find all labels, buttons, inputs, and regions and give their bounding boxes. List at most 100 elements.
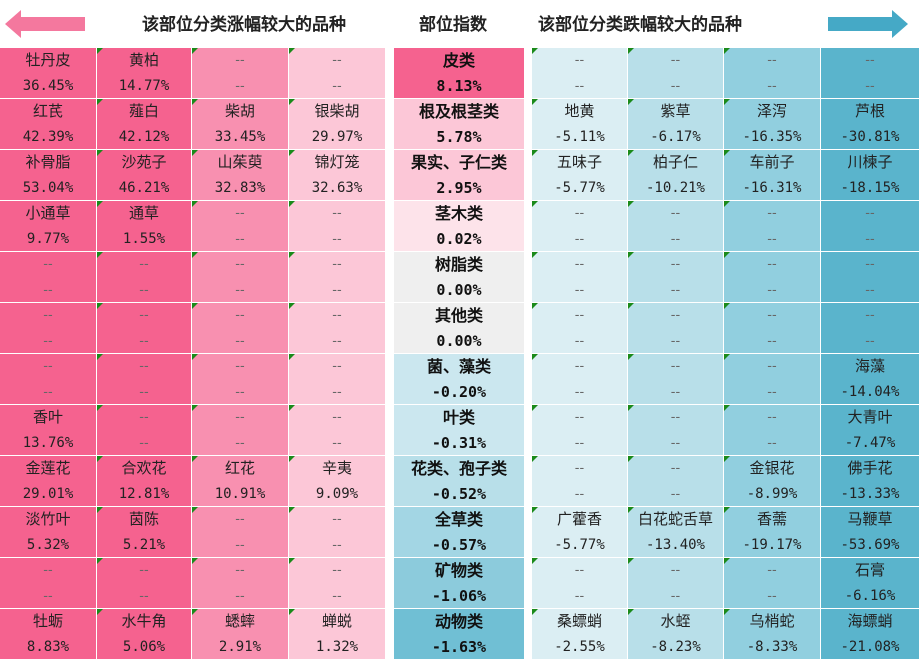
fall-item-name: -- xyxy=(767,206,777,221)
index-cell: 矿物类 -1.06% xyxy=(394,558,524,609)
rise-item-name: -- xyxy=(332,53,342,68)
category-index: 0.00% xyxy=(436,331,482,350)
rise-item-cell: 小通草 9.77% xyxy=(0,201,96,252)
table-row: 金莲花 29.01% 合欢花 12.81% 红花 10.91% 辛夷 9.09% 花类、孢子类 -… xyxy=(0,456,919,507)
rise-item-name: -- xyxy=(332,512,342,527)
fall-item-cell: -- -- xyxy=(532,48,627,99)
fall-item-name: 车前子 xyxy=(749,153,795,171)
rise-item-cell: -- -- xyxy=(192,354,288,405)
fall-item-pct: -- xyxy=(574,486,585,502)
fall-item-name: -- xyxy=(574,308,585,323)
rise-item-name: 山茱萸 xyxy=(217,153,263,171)
fall-item-pct: -- xyxy=(574,333,585,349)
comment-marker-icon xyxy=(628,405,634,411)
fall-item-name: 水蛭 xyxy=(660,612,691,630)
rise-item-name: -- xyxy=(332,410,342,425)
fall-item-cell: 大青叶 -7.47% xyxy=(821,405,919,456)
comment-marker-icon xyxy=(532,558,538,564)
comment-marker-icon xyxy=(628,456,634,462)
table-row: 补骨脂 53.04% 沙苑子 46.21% 山茱萸 32.83% 锦灯笼 32.63% 果实、子… xyxy=(0,150,919,201)
rise-item-pct: 1.55% xyxy=(122,230,166,247)
fall-item-name: -- xyxy=(574,257,585,272)
rise-item-name: 蟋蟀 xyxy=(224,612,255,630)
rise-item-name: 辛夷 xyxy=(321,459,352,477)
comment-marker-icon xyxy=(628,201,634,207)
category-index: 2.95% xyxy=(436,178,482,197)
fall-item-cell: 桑螵蛸 -2.55% xyxy=(532,609,627,660)
rise-item-pct: 5.21% xyxy=(122,536,166,553)
rise-item-cell: 柴胡 33.45% xyxy=(192,99,288,150)
comment-marker-icon xyxy=(628,303,634,309)
fall-item-pct: -14.04% xyxy=(840,383,900,400)
rise-item-pct: -- xyxy=(332,588,342,604)
rise-item-name: 黄柏 xyxy=(128,51,159,69)
fall-item-pct: -- xyxy=(670,384,681,400)
comment-marker-icon xyxy=(97,354,103,360)
rise-item-cell: -- -- xyxy=(192,558,288,609)
rise-item-pct: -- xyxy=(332,537,342,553)
comment-marker-icon xyxy=(724,48,730,54)
fall-item-pct: -16.35% xyxy=(742,128,802,145)
index-cell: 其他类 0.00% xyxy=(394,303,524,354)
fall-item-name: 海螵蛸 xyxy=(847,612,893,630)
rise-item-pct: -- xyxy=(43,384,53,400)
fall-item-cell: 乌梢蛇 -8.33% xyxy=(724,609,820,660)
fall-item-pct: -5.77% xyxy=(554,179,605,196)
rise-item-cell: -- -- xyxy=(289,252,385,303)
fall-item-pct: -5.11% xyxy=(554,128,605,145)
rise-item-name: -- xyxy=(43,359,53,374)
rise-item-cell: -- -- xyxy=(192,48,288,99)
comment-marker-icon xyxy=(97,405,103,411)
comment-marker-icon xyxy=(289,99,295,105)
rise-item-cell: 沙苑子 46.21% xyxy=(97,150,191,201)
rise-item-cell: 补骨脂 53.04% xyxy=(0,150,96,201)
rise-item-pct: -- xyxy=(43,282,53,298)
fall-item-pct: -- xyxy=(574,384,585,400)
fall-item-name: 佛手花 xyxy=(847,459,893,477)
category-index: 0.00% xyxy=(436,280,482,299)
comment-marker-icon xyxy=(724,303,730,309)
rise-item-cell: -- -- xyxy=(289,507,385,558)
rise-item-cell: 红花 10.91% xyxy=(192,456,288,507)
rise-item-pct: -- xyxy=(332,333,342,349)
fall-item-pct: -- xyxy=(670,231,681,247)
comment-marker-icon xyxy=(724,99,730,105)
fall-item-cell: -- -- xyxy=(724,303,820,354)
rise-item-pct: 10.91% xyxy=(214,485,266,502)
table-row: -- -- -- -- -- -- -- -- 菌、藻类 -0.20% -- -- -- -- -- -- 海藻… xyxy=(0,354,919,405)
comment-marker-icon xyxy=(97,201,103,207)
category-name: 树脂类 xyxy=(434,255,483,274)
comment-marker-icon xyxy=(192,405,198,411)
comment-marker-icon xyxy=(192,201,198,207)
rise-item-name: 红芪 xyxy=(32,102,63,120)
rise-item-cell: -- -- xyxy=(289,354,385,405)
table-row: 红芪 42.39% 薤白 42.12% 柴胡 33.45% 银柴胡 29.97% 根及根茎类 5.… xyxy=(0,99,919,150)
fall-item-name: -- xyxy=(574,410,585,425)
rise-item-pct: 13.76% xyxy=(22,434,74,451)
fall-item-cell: -- -- xyxy=(724,252,820,303)
rise-item-pct: 36.45% xyxy=(22,77,74,94)
fall-item-pct: -- xyxy=(865,78,875,94)
fall-item-cell: -- -- xyxy=(821,48,919,99)
rise-item-cell: 水牛角 5.06% xyxy=(97,609,191,660)
rise-item-name: -- xyxy=(139,563,149,578)
index-cell: 果实、子仁类 2.95% xyxy=(394,150,524,201)
fall-item-pct: -19.17% xyxy=(742,536,802,553)
comment-marker-icon xyxy=(724,150,730,156)
comment-marker-icon xyxy=(97,150,103,156)
comment-marker-icon xyxy=(289,558,295,564)
fall-item-name: -- xyxy=(574,461,585,476)
index-cell: 动物类 -1.63% xyxy=(394,609,524,660)
comment-marker-icon xyxy=(628,558,634,564)
header: 该部位分类涨幅较大的品种 部位指数 该部位分类跌幅较大的品种 xyxy=(0,0,919,48)
rise-item-cell: -- -- xyxy=(192,507,288,558)
rise-item-name: 合欢花 xyxy=(121,459,167,477)
table-row: 牡蛎 8.83% 水牛角 5.06% 蟋蟀 2.91% 蝉蜕 1.32% 动物类 -1.63% 桑螵… xyxy=(0,609,919,660)
rise-item-name: -- xyxy=(43,308,53,323)
rise-item-cell: -- -- xyxy=(192,252,288,303)
rise-item-cell: -- -- xyxy=(97,252,191,303)
rise-item-name: -- xyxy=(332,563,342,578)
category-name: 动物类 xyxy=(434,612,483,631)
rise-item-cell: 通草 1.55% xyxy=(97,201,191,252)
rise-item-cell: 合欢花 12.81% xyxy=(97,456,191,507)
